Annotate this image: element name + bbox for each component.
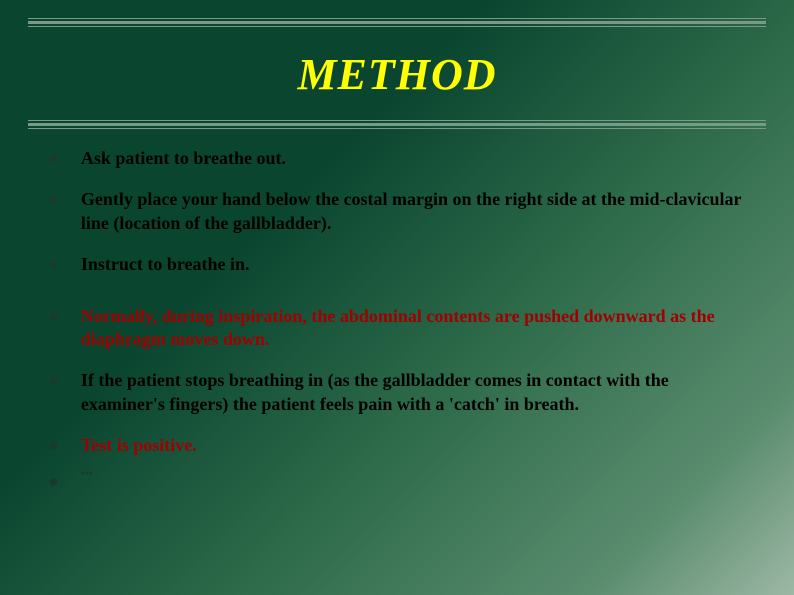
list-item: ● Test is positive. <box>48 434 746 457</box>
list-item: ● If the patient stops breathing in (as … <box>48 369 746 416</box>
bullet-text: Gently place your hand below the costal … <box>81 188 746 235</box>
list-item: ● Gently place your hand below the costa… <box>48 188 746 235</box>
bullet-icon: ● <box>48 306 59 328</box>
bullet-list: ● Ask patient to breathe out. ● Gently p… <box>48 147 746 492</box>
rule-thin <box>28 18 766 19</box>
list-item: ● Ask patient to breathe out. <box>48 147 746 170</box>
bullet-icon: ● <box>48 435 59 457</box>
bullet-text: Test is positive. <box>81 434 746 457</box>
list-item: ● Instruct to breathe in. <box>48 253 746 276</box>
bottom-rules <box>28 120 766 129</box>
title-section: METHOD <box>28 27 766 120</box>
bullet-text: If the patient stops breathing in (as th… <box>81 369 746 416</box>
bullet-icon: ● <box>48 370 59 392</box>
list-item: ● Normally, during inspiration, the abdo… <box>48 305 746 352</box>
slide: METHOD ● Ask patient to breathe out. ● G… <box>0 0 794 595</box>
bullet-icon: ● <box>48 254 59 276</box>
bullet-icon: ● <box>48 189 59 211</box>
rule-thin <box>28 120 766 121</box>
bullet-text: Instruct to breathe in. <box>81 253 746 276</box>
rule-thick <box>28 123 766 126</box>
bullet-text: Normally, during inspiration, the abdomi… <box>81 305 746 352</box>
bullet-icon: ● <box>48 148 59 170</box>
bullet-icon: ● <box>48 471 59 493</box>
content-area: ● Ask patient to breathe out. ● Gently p… <box>28 129 766 492</box>
bullet-text: *** <box>81 470 746 480</box>
rule-thick <box>28 21 766 24</box>
top-rules <box>28 18 766 27</box>
bullet-text: Ask patient to breathe out. <box>81 147 746 170</box>
list-item: ● *** <box>48 470 746 493</box>
slide-title: METHOD <box>28 49 766 100</box>
